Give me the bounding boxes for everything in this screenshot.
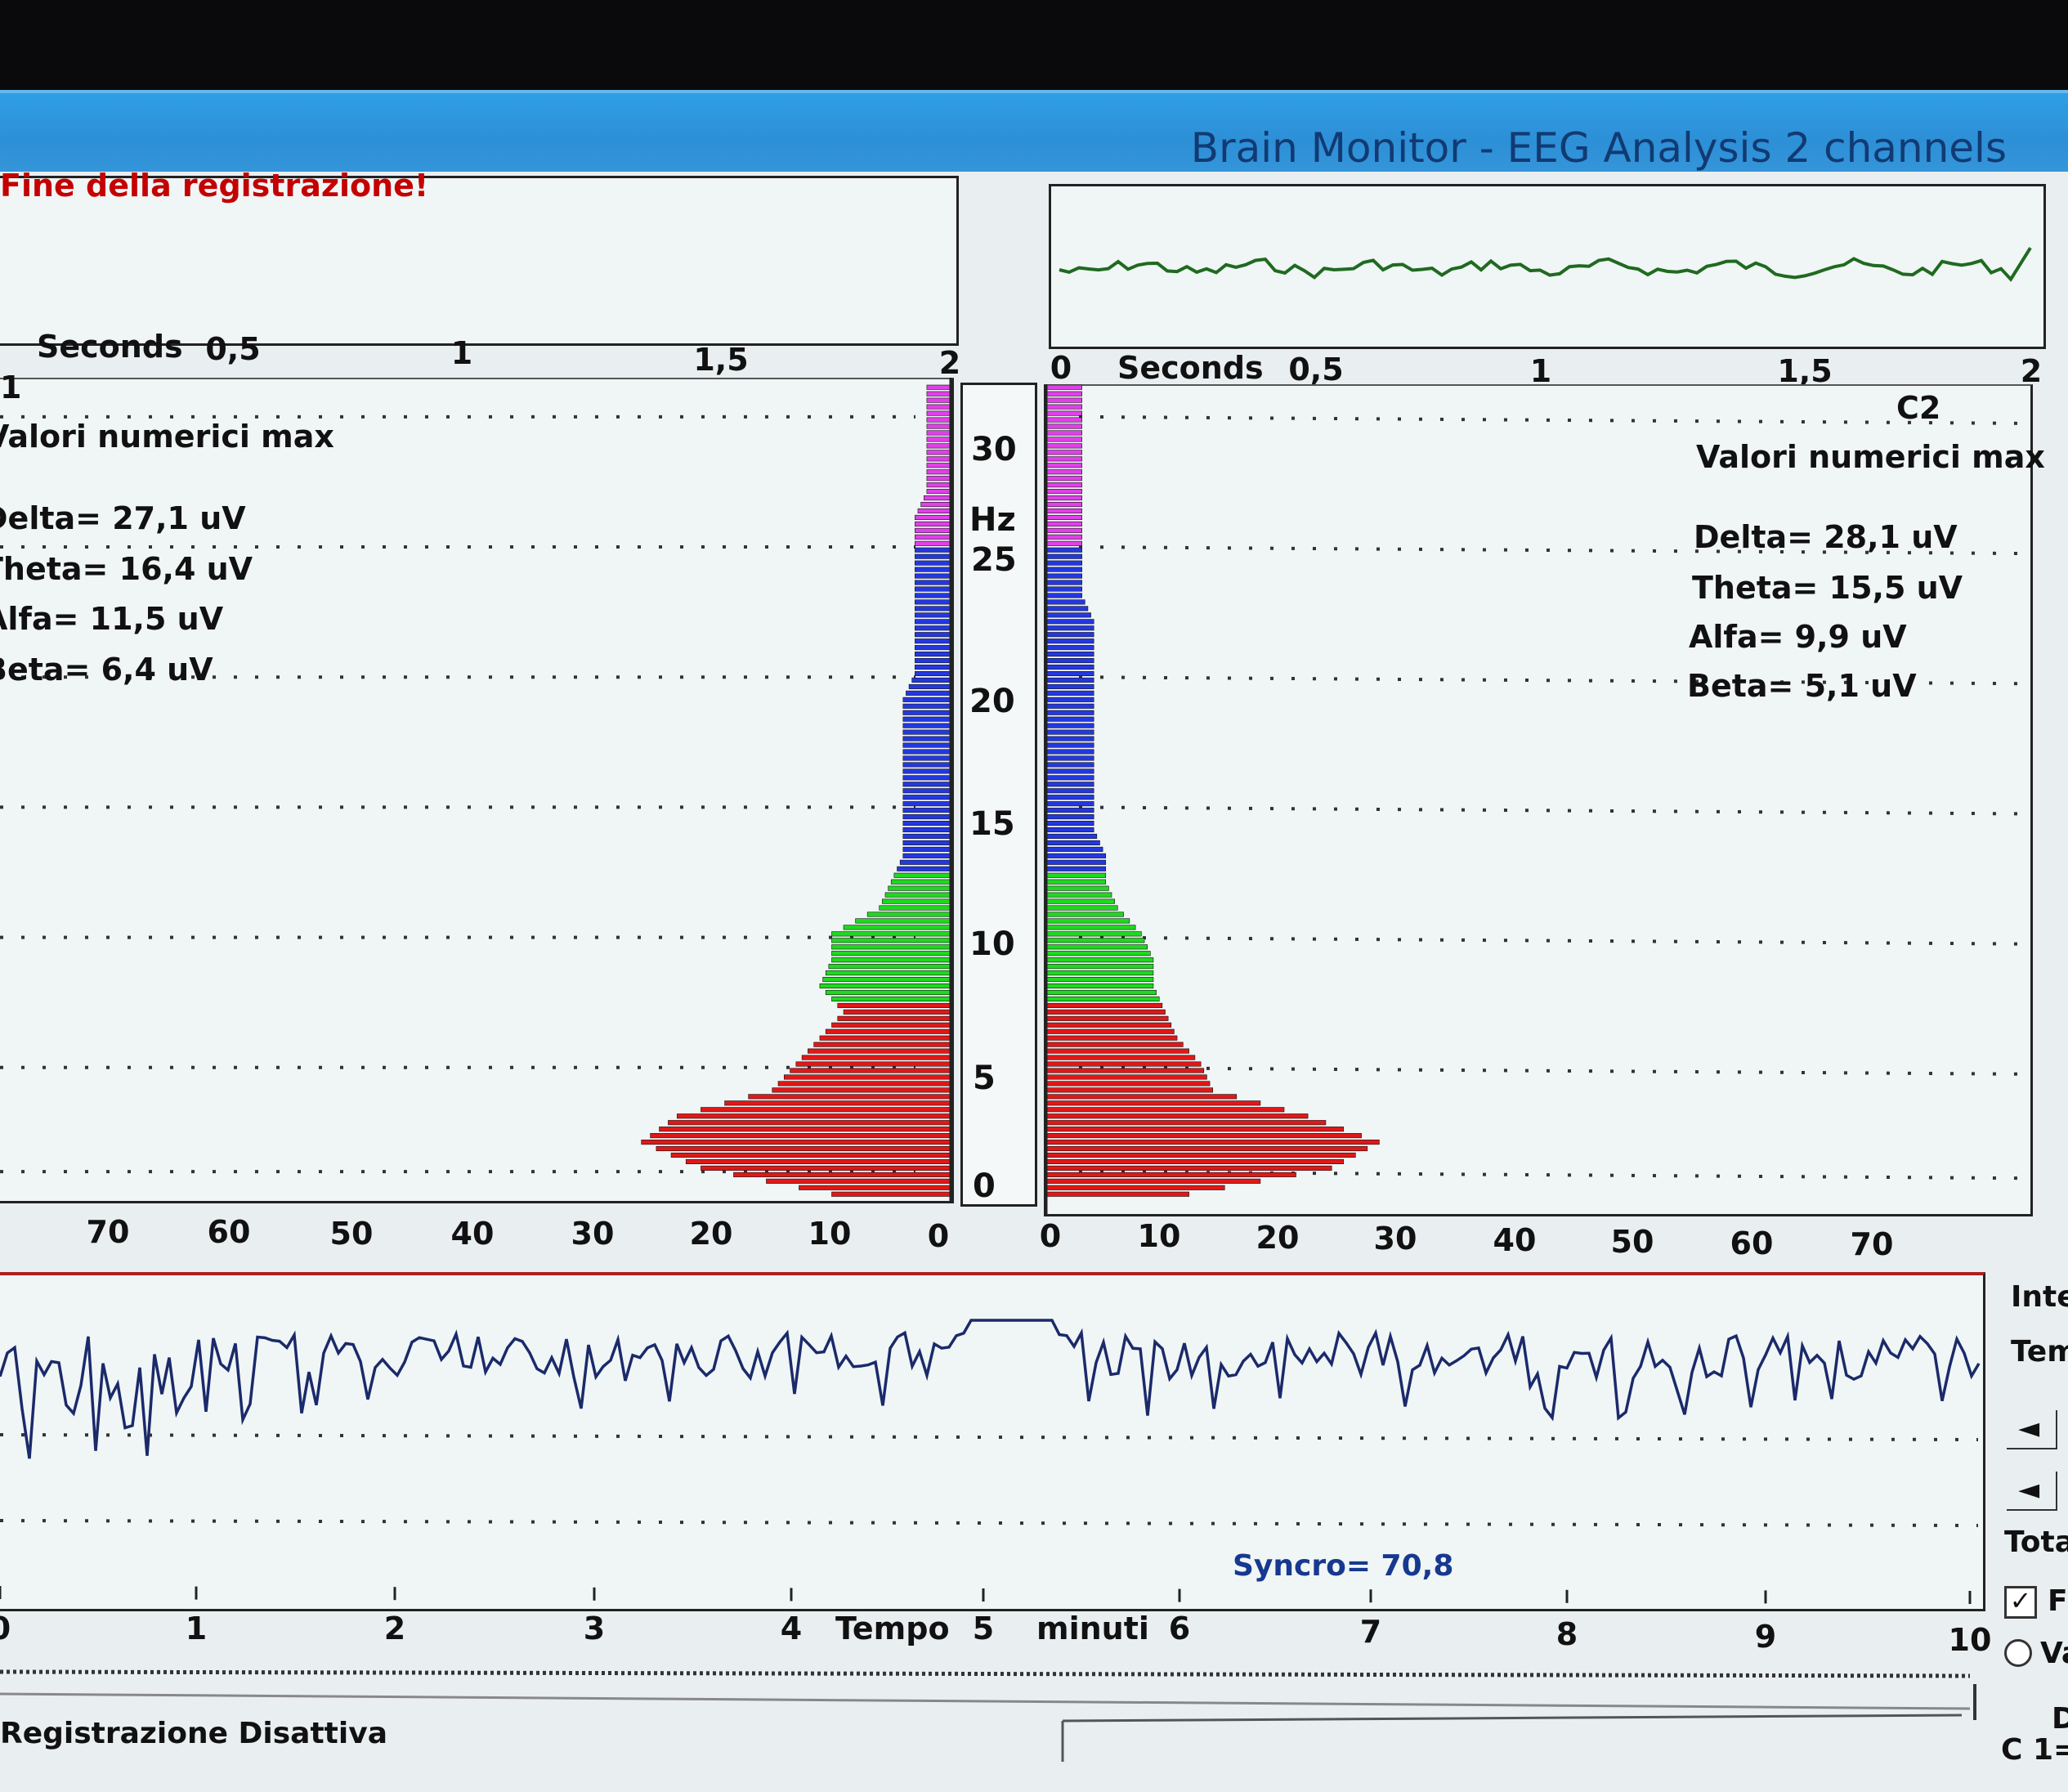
channel-left-theta: Theta= 16,4 uV (0, 551, 253, 587)
side-checkbox[interactable]: ✓ (2004, 1586, 2037, 1619)
time-tick: 9 (1754, 1619, 1777, 1655)
title-bar: Brain Monitor - EEG Analysis 2 channels (0, 90, 2068, 175)
amp-tick-right: 40 (1493, 1222, 1537, 1258)
top-right-waveform-panel (1049, 184, 2046, 349)
channel-left-delta: Delta= 27,1 uV (0, 500, 246, 536)
time-tick: 1 (185, 1611, 208, 1646)
top-left-waveform-panel (0, 176, 959, 346)
channel-right-name: C2 (1896, 390, 1941, 426)
amp-tick-left: 40 (450, 1216, 495, 1252)
amp-tick-right: 30 (1373, 1221, 1417, 1257)
time-tick: 8 (1555, 1616, 1578, 1652)
time-tick: 2 (383, 1611, 406, 1646)
amp-tick-right: 20 (1256, 1220, 1300, 1256)
window-title: Brain Monitor - EEG Analysis 2 channels (1190, 124, 2007, 172)
side-label-c1: C 1= (2001, 1733, 2068, 1767)
channel-right-header: Valori numerici max (1696, 439, 2045, 475)
seconds-tick: 1 (450, 335, 473, 371)
time-tick: 5 (972, 1611, 995, 1646)
amp-tick-left: 30 (571, 1216, 615, 1252)
time-axis-label-tempo: Tempo (835, 1611, 950, 1646)
side-label-tem: Tem (2011, 1335, 2068, 1369)
seconds-tick: 2 (938, 345, 961, 381)
synchrony-trend-panel (0, 1272, 1985, 1611)
arrow-left-icon: ◄ (2018, 1473, 2040, 1506)
seconds-axis-label-right: Seconds (1117, 350, 1264, 386)
seconds-axis-label-left: Seconds (37, 329, 183, 365)
channel-right-delta: Delta= 28,1 uV (1694, 519, 1958, 555)
channel-left-alfa: Alfa= 11,5 uV (0, 601, 224, 637)
seconds-tick: 1 (1529, 353, 1552, 389)
amp-tick-left: 20 (689, 1216, 733, 1252)
grid-line (1078, 1065, 2020, 1076)
progress-scroll-bar[interactable] (1958, 1684, 1976, 1720)
channel-right-alfa: Alfa= 9,9 uV (1689, 619, 1907, 655)
time-tick: 4 (780, 1611, 803, 1646)
side-radio-label: Va (2040, 1637, 2068, 1670)
time-tick: 3 (583, 1611, 606, 1646)
recording-status: Registrazione Disattiva (0, 1717, 387, 1750)
hz-tick-0: 0 (973, 1167, 996, 1205)
time-tick: 0 (0, 1611, 11, 1646)
grid-line (1078, 675, 2020, 686)
side-label-d: D (2052, 1702, 2068, 1736)
seconds-tick: 0,5 (1288, 352, 1344, 388)
seconds-tick: 0 (1050, 350, 1072, 386)
channel-right-theta: Theta= 15,5 uV (1692, 570, 1963, 606)
hz-tick-20: 20 (969, 683, 1015, 720)
time-tick: 10 (1948, 1622, 1992, 1658)
time-tick: 6 (1168, 1611, 1191, 1646)
channel-left-header: Valori numerici max (0, 419, 334, 455)
spectrum-panel-right (1044, 384, 2033, 1216)
side-radio[interactable] (2004, 1639, 2032, 1667)
side-label-inte: Inte (2011, 1280, 2068, 1314)
grid-line (1078, 414, 2020, 425)
grid-line (1078, 935, 2020, 946)
grid-line (1078, 545, 2020, 556)
frequency-scale-column (960, 383, 1037, 1207)
amp-tick-left: 0 (927, 1218, 950, 1254)
syncro-value: Syncro= 70,8 (1233, 1549, 1454, 1583)
recording-end-message: Fine della registrazione! (0, 168, 429, 204)
seconds-tick: 2 (2020, 353, 2043, 389)
amp-tick-left: 70 (86, 1214, 130, 1250)
synchrony-trend-trace (0, 1319, 1981, 1527)
hz-tick-15: 15 (969, 805, 1015, 843)
amp-tick-left: 50 (329, 1216, 374, 1252)
time-axis-label-minuti: minuti (1036, 1611, 1149, 1646)
amp-tick-right: 70 (1850, 1226, 1894, 1262)
seconds-tick: 0,5 (205, 331, 261, 367)
side-scroll-button-2[interactable]: ◄ (2007, 1472, 2057, 1511)
channel-left-beta: Beta= 6,4 uV (0, 652, 213, 688)
amp-tick-left: 10 (808, 1216, 852, 1252)
arrow-left-icon: ◄ (2018, 1412, 2040, 1445)
amp-tick-right: 0 (1039, 1218, 1062, 1254)
side-checkbox-label: F (2048, 1584, 2068, 1618)
amp-tick-right: 60 (1730, 1225, 1774, 1261)
channel-left-index: 1 (0, 370, 22, 405)
hz-tick-10: 10 (969, 925, 1015, 963)
top-right-waveform (1059, 247, 2032, 282)
hz-unit-label: Hz (969, 501, 1016, 539)
hz-tick-5: 5 (973, 1060, 996, 1097)
hz-tick-30: 30 (971, 431, 1017, 468)
side-scroll-button-1[interactable]: ◄ (2007, 1410, 2057, 1449)
seconds-tick: 1,5 (693, 342, 749, 378)
spectrum-panel-left (0, 378, 954, 1203)
amp-tick-right: 50 (1610, 1224, 1654, 1260)
side-label-tota: Tota (2004, 1525, 2068, 1559)
amp-tick-left: 60 (207, 1214, 251, 1250)
hz-tick-25: 25 (971, 541, 1017, 579)
grid-line (1078, 805, 2020, 816)
time-tick: 7 (1359, 1614, 1382, 1650)
seconds-tick: 1,5 (1777, 353, 1833, 389)
channel-right-beta: Beta= 5,1 uV (1687, 668, 1917, 704)
amp-tick-right: 10 (1137, 1218, 1181, 1254)
grid-line (1078, 1170, 2020, 1180)
